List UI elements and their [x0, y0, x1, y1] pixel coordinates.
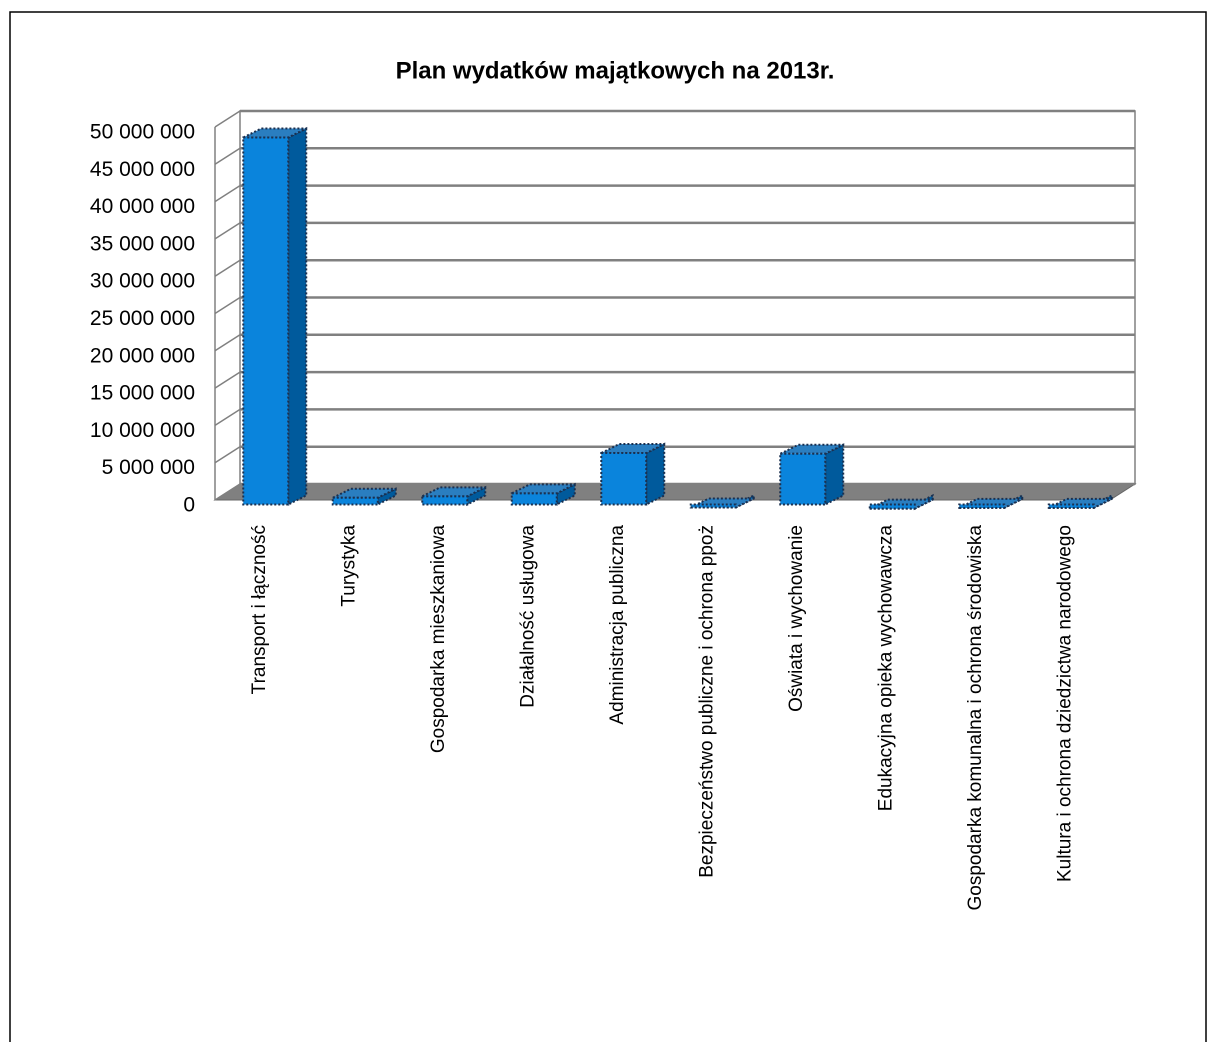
tick-diagonal [214, 334, 241, 352]
y-tick-label: 50 000 000 [90, 121, 195, 144]
y-tick-label: 40 000 000 [90, 195, 195, 218]
bar-front [242, 136, 290, 506]
tick-diagonal [214, 184, 241, 203]
tick-diagonal [214, 222, 241, 240]
frame [9, 11, 1207, 1047]
y-tick-label: 15 000 000 [90, 382, 195, 405]
bar [689, 493, 755, 510]
y-tick-label: 45 000 000 [90, 158, 195, 181]
x-tick-label: Bezpieczeństwo publiczne i ochrona ppoż [696, 525, 717, 878]
bar-side [824, 443, 845, 507]
x-tick-label: Gospodarka komunalna i ochrona środowisk… [965, 525, 986, 911]
y-tick-label: 35 000 000 [90, 232, 195, 255]
x-tick-label: Działalność usługowa [517, 525, 538, 708]
bar-front [1047, 503, 1095, 509]
bar [331, 487, 397, 507]
bar [868, 493, 934, 511]
x-tick-label: Oświata i wychowanie [786, 525, 807, 712]
chart-title: Plan wydatków majątkowych na 2013r. [396, 57, 835, 84]
x-tick-label: Kultura i ochrona dziedzictwa narodowego [1054, 525, 1075, 882]
tick-diagonal [214, 147, 241, 165]
tick-diagonal [214, 483, 241, 501]
bar-front [600, 452, 648, 506]
bar-side [645, 442, 666, 507]
bar [1047, 493, 1113, 510]
bar [600, 442, 666, 507]
bar-front [958, 503, 1006, 509]
tick-diagonal [214, 259, 241, 277]
bar [242, 126, 308, 507]
y-tick-label: 30 000 000 [90, 270, 195, 293]
x-tick-label: Gospodarka mieszkaniowa [428, 525, 449, 754]
bar-front [331, 496, 379, 506]
bar-front [421, 495, 469, 506]
y-tick-label: 0 [183, 494, 195, 517]
bar [958, 493, 1024, 510]
tick-diagonal [214, 371, 241, 389]
bar-front [868, 503, 916, 510]
bar [779, 443, 845, 507]
y-tick-label: 10 000 000 [90, 419, 195, 442]
bar [421, 485, 487, 507]
y-tick-label: 25 000 000 [90, 307, 195, 330]
x-tick-label: Transport i łączność [249, 525, 270, 694]
tick-diagonal [214, 110, 241, 128]
bar-side [287, 126, 308, 507]
y-tick-label: 5 000 000 [102, 456, 195, 479]
x-tick-label: Edukacyjna opieka wychowawcza [875, 525, 896, 812]
bar-front [689, 503, 737, 509]
tick-diagonal [214, 446, 241, 464]
bar [510, 482, 576, 507]
x-tick-label: Turystyka [338, 525, 359, 607]
x-tick-label: Administracja publiczna [607, 525, 628, 725]
y-tick-label: 20 000 000 [90, 344, 195, 367]
tick-diagonal [214, 408, 241, 427]
bar-front [779, 452, 827, 506]
bar-front [510, 492, 558, 506]
tick-diagonal [214, 296, 241, 315]
